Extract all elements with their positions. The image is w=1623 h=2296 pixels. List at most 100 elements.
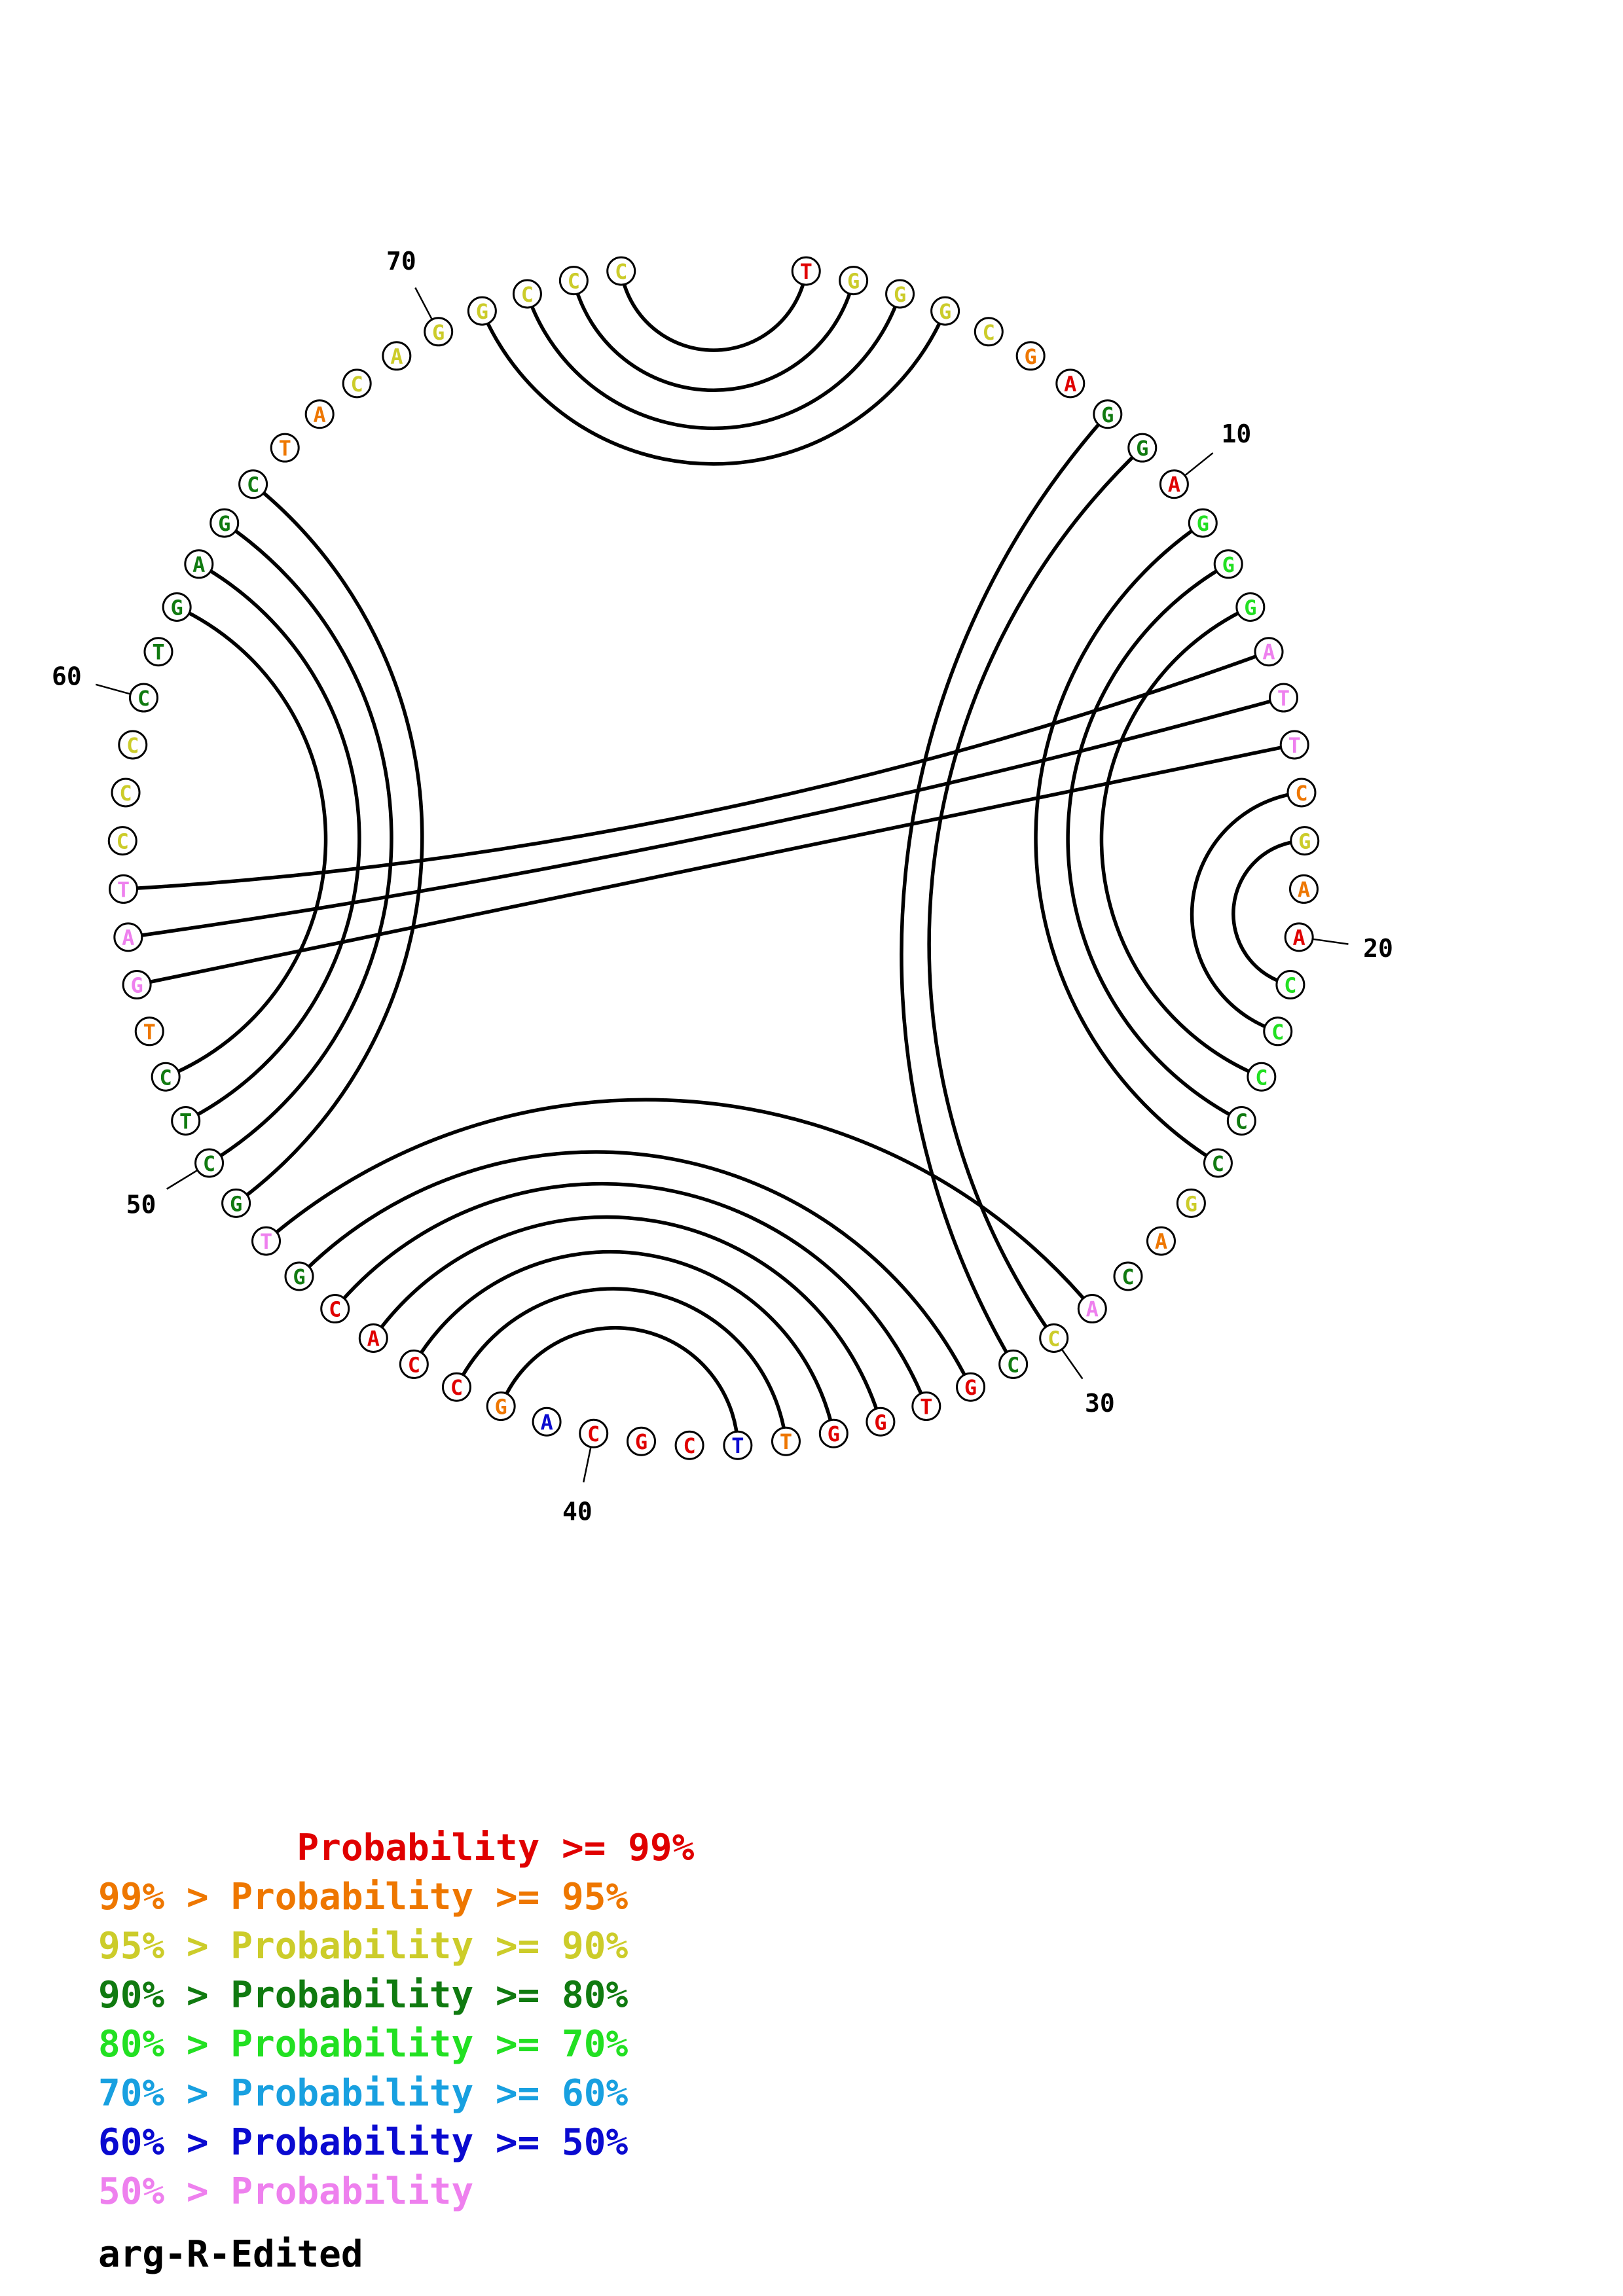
nucleotide-59: C (118, 730, 148, 760)
nucleotide-circle (1286, 778, 1317, 808)
nucleotide-72: C (512, 279, 542, 309)
nucleotide-6: G (1015, 341, 1046, 371)
nucleotide-letter: C (119, 781, 132, 806)
nucleotide-circle (162, 592, 192, 622)
nucleotide-circle (1247, 1062, 1277, 1092)
nucleotide-circle (1093, 399, 1123, 429)
nucleotide-circle (251, 1226, 282, 1256)
nucleotide-circle (532, 1407, 562, 1437)
pair-arc-4-71 (480, 310, 947, 466)
nucleotide-letter: C (1235, 1109, 1248, 1134)
nucleotide-letter: A (1168, 473, 1180, 497)
nucleotide-letter: G (1244, 596, 1256, 620)
nucleotide-letter: G (894, 282, 906, 307)
nucleotide-circle (1203, 1148, 1233, 1178)
nucleotide-letter: A (1155, 1229, 1167, 1254)
nucleotide-circle (1015, 341, 1046, 371)
nucleotide-letter: A (192, 552, 205, 577)
legend-row-p99: Probability >= 99% (98, 1827, 695, 1869)
nucleotide-39: G (627, 1426, 657, 1456)
nucleotide-24: C (1226, 1105, 1256, 1136)
nucleotide-55: A (113, 922, 143, 952)
nucleotide-letter: G (939, 299, 951, 324)
nucleotide-letter: G (130, 973, 143, 998)
pair-arc-49-65 (234, 482, 424, 1205)
nucleotide-circle (184, 549, 214, 579)
nucleotide-35: G (818, 1418, 848, 1448)
nucleotide-letter: C (1271, 1020, 1284, 1045)
nucleotide-letter: T (117, 877, 130, 902)
position-label-10: 10 (1222, 420, 1252, 448)
nucleotide-circle (270, 433, 300, 463)
nucleotide-circle (399, 1349, 429, 1379)
nucleotide-circle (171, 1105, 201, 1136)
nucleotide-circle (974, 317, 1004, 347)
nucleotide-34: G (866, 1407, 896, 1437)
nucleotide-circle (1039, 1323, 1069, 1353)
nucleotide-letter: G (171, 596, 183, 620)
nucleotide-letter: T (179, 1109, 192, 1134)
pair-arc-18-21 (1231, 838, 1305, 987)
nucleotide-33: T (911, 1391, 941, 1422)
nucleotide-50: C (194, 1148, 225, 1178)
nucleotide-letter: C (1048, 1326, 1060, 1351)
nucleotide-5: C (974, 317, 1004, 347)
nucleotide-circle (866, 1407, 896, 1437)
nucleotide-circle (128, 683, 158, 713)
nucleotide-52: C (151, 1062, 181, 1092)
nucleotide-circle (342, 368, 372, 399)
nucleotide-31: C (998, 1349, 1029, 1379)
pair-arc-3-72 (525, 293, 902, 431)
nucleotide-circle (1284, 922, 1314, 952)
nucleotide-circle (210, 508, 240, 538)
pair-arc-29-48 (264, 1098, 1094, 1310)
tick-line-70 (414, 287, 433, 320)
nucleotide-20: A (1284, 922, 1314, 952)
nucleotide-letter: C (1212, 1151, 1224, 1176)
nucleotide-22: C (1263, 1016, 1293, 1047)
pair-arc-35-44 (412, 1249, 835, 1434)
pair-arc-8-31 (900, 412, 1109, 1365)
nucleotide-46: C (320, 1294, 350, 1324)
nucleotide-circle (109, 874, 139, 904)
nucleotide-letter: A (1262, 640, 1275, 665)
nucleotide-37: T (723, 1430, 753, 1460)
nucleotide-38: C (674, 1430, 704, 1460)
base-pair-arcs (123, 270, 1305, 1446)
nucleotide-21: C (1275, 970, 1305, 1000)
nucleotide-letter: C (160, 1065, 172, 1090)
nucleotide-circle (122, 970, 152, 1000)
pair-arc-34-45 (372, 1215, 883, 1423)
nucleotide-letter: G (847, 269, 860, 294)
pair-arc-9-30 (927, 446, 1144, 1340)
nucleotide-70: G (424, 317, 454, 347)
nucleotide-circle (1146, 1226, 1176, 1256)
nucleotide-circle (818, 1418, 848, 1448)
nucleotide-4: G (930, 296, 960, 326)
nucleotide-13: G (1235, 592, 1266, 622)
nucleotide-7: A (1055, 368, 1085, 399)
nucleotide-circle (134, 1016, 164, 1047)
position-label-30: 30 (1085, 1389, 1115, 1418)
pair-arc-11-25 (1034, 521, 1219, 1165)
pair-arc-13-23 (1099, 605, 1262, 1079)
nucleotide-circle (771, 1426, 801, 1456)
nucleotide-letter: A (390, 344, 403, 369)
nucleotide-letter: G (1197, 511, 1209, 536)
nucleotide-circle (118, 730, 148, 760)
nucleotide-letter: A (314, 403, 326, 427)
nucleotide-letter: G (635, 1429, 647, 1454)
nucleotide-54: G (122, 970, 152, 1000)
nucleotide-circle (1254, 637, 1284, 667)
position-ticks: 10 20 30 40 50 60 70 (52, 247, 1393, 1526)
nucleotide-11: G (1188, 508, 1218, 538)
nucleotide-letter: G (476, 299, 488, 324)
nucleotide-letter: G (218, 511, 230, 536)
nucleotide-23: C (1247, 1062, 1277, 1092)
nucleotide-circle (1188, 508, 1218, 538)
pair-arc-1-74 (619, 270, 809, 352)
nucleotide-letter: G (1222, 552, 1235, 577)
nucleotide-48: T (251, 1226, 282, 1256)
nucleotide-41: A (532, 1407, 562, 1437)
nucleotide-letter: G (1136, 436, 1148, 461)
